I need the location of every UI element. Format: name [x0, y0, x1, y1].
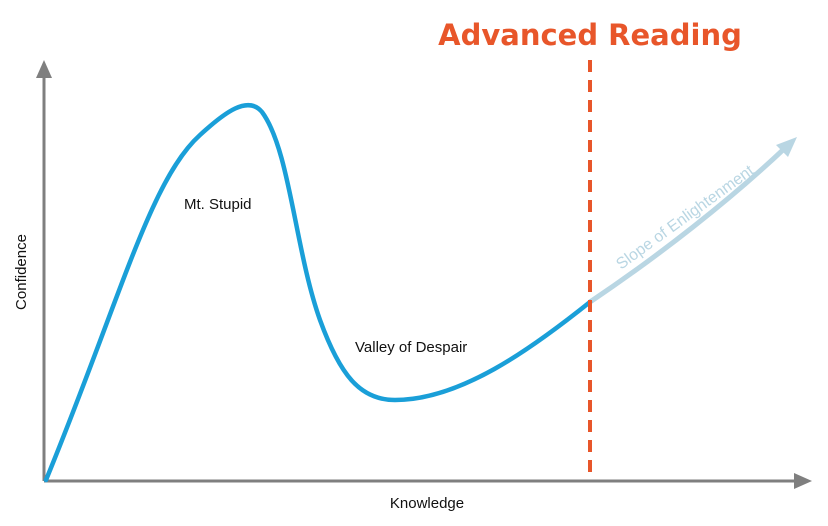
- slope-label: Slope of Enlightenment: [613, 162, 757, 273]
- axes: [36, 60, 812, 489]
- slope-arrowhead-icon: [776, 137, 797, 157]
- confidence-curve: [43, 102, 593, 483]
- y-axis-label: Confidence: [13, 234, 30, 310]
- slope-of-enlightenment-arrow: [587, 137, 797, 305]
- peak-label: Mt. Stupid: [184, 196, 252, 213]
- x-axis-arrow-icon: [794, 473, 812, 489]
- y-axis-arrow-icon: [36, 60, 52, 78]
- valley-label: Valley of Despair: [355, 339, 467, 356]
- x-axis-label: Knowledge: [390, 495, 464, 512]
- diagram-title: Advanced Reading: [438, 18, 742, 52]
